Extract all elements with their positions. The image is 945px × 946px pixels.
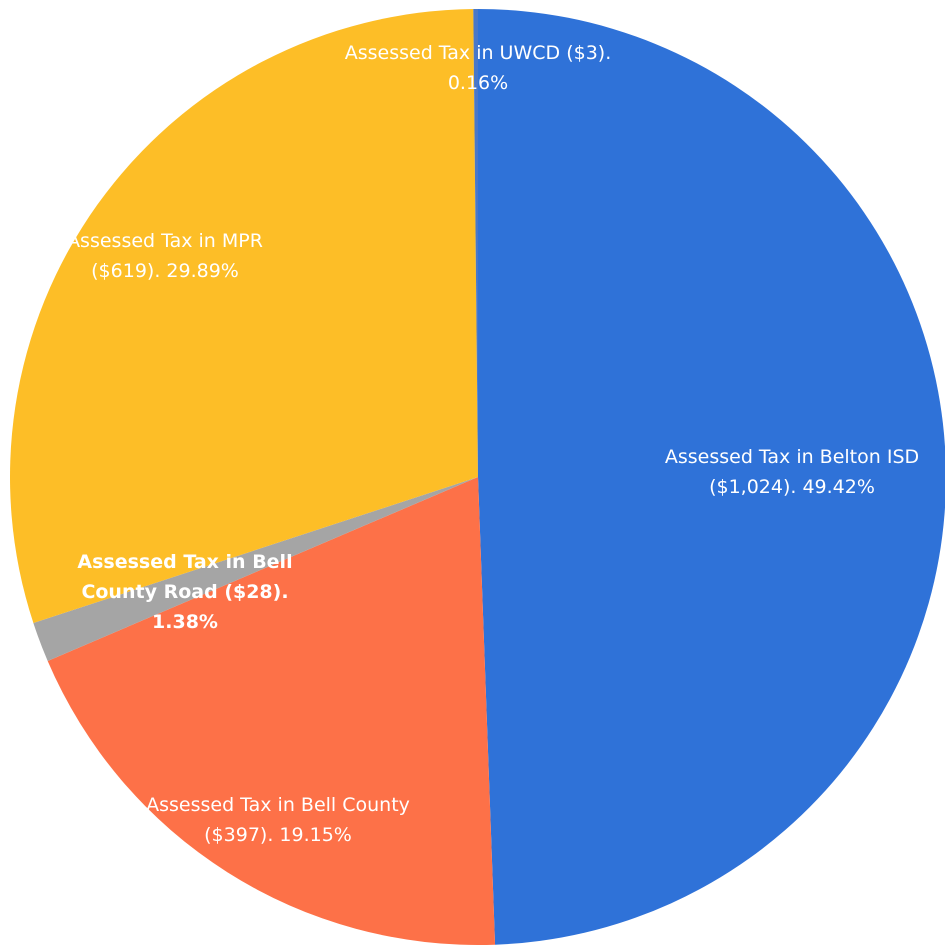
data-label: Assessed Tax in Belton ISD ($1,024). 49.…: [657, 442, 927, 502]
category-label: Assessed Tax in Belton ISD: [664, 446, 920, 468]
pie-slice: [33, 477, 478, 661]
data-label: Assessed Tax in Bell County ($397). 19.1…: [143, 790, 413, 850]
pie-slice: [478, 9, 945, 945]
category-label: Assessed Tax in UWCD: [344, 42, 561, 64]
category-label: Assessed Tax in MPR: [67, 230, 263, 252]
pie-slice: [9, 9, 478, 624]
pie-slice: [47, 477, 496, 945]
value-label: ($397). 19.15%: [204, 824, 352, 846]
data-label: Assessed Tax in UWCD ($3). 0.16%: [343, 38, 613, 98]
value-label: ($619). 29.89%: [91, 260, 239, 282]
value-label: ($1,024). 49.42%: [709, 476, 875, 498]
value-label: ($28). 1.38%: [152, 581, 289, 633]
category-label: Assessed Tax in Bell County Road: [77, 551, 293, 603]
data-label: Assessed Tax in Bell County Road ($28). …: [60, 547, 310, 637]
data-label: Assessed Tax in MPR ($619). 29.89%: [30, 226, 300, 286]
pie-slice: [473, 9, 478, 477]
category-label: Assessed Tax in Bell County: [146, 794, 410, 816]
value-label: ($3). 0.16%: [447, 42, 612, 94]
